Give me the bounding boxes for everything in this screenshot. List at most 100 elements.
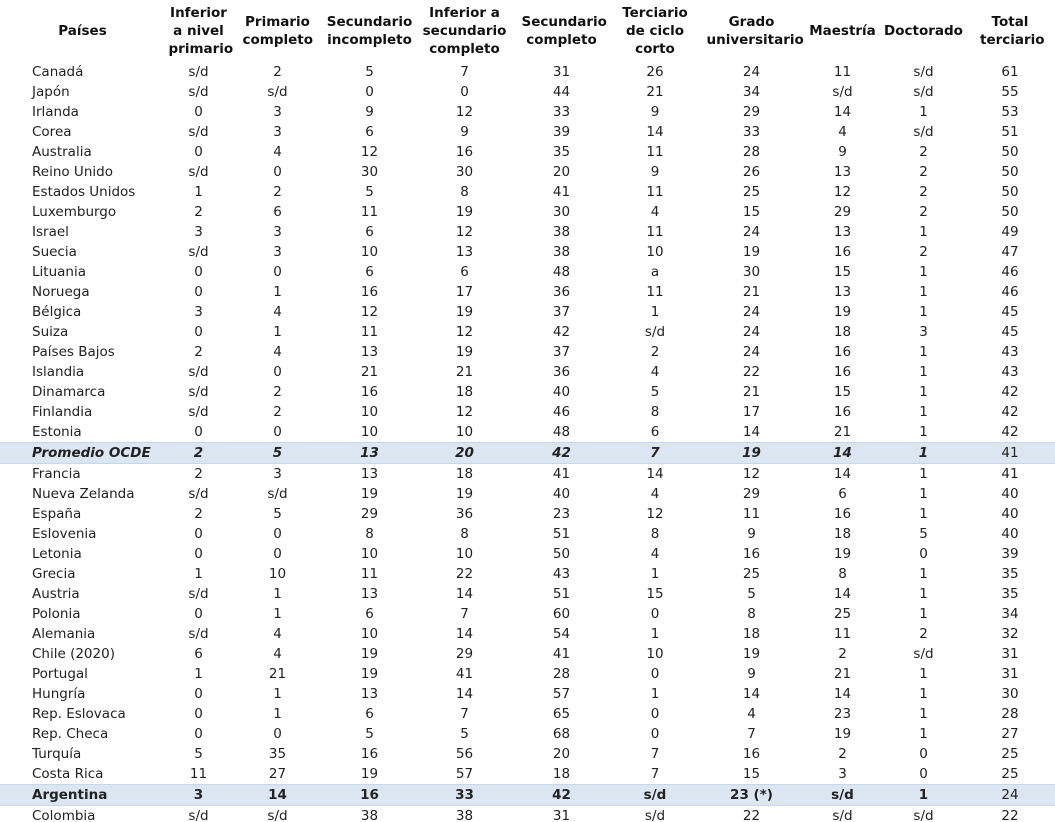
country-cell: Costa Rica [32, 766, 104, 782]
value-cell: 4 [747, 706, 756, 722]
table-row: Noruega 0 1 16 17 36 11 21 13 1 46 [0, 282, 1055, 302]
value-cell: 19 [360, 646, 379, 662]
value-cell: 1 [919, 404, 928, 420]
value-cell: 5 [365, 726, 374, 742]
value-cell: 1 [273, 284, 282, 300]
value-cell: 5 [747, 586, 756, 602]
value-cell: 19 [360, 766, 379, 782]
table-row: Francia 2 3 13 18 41 14 12 14 1 41 [0, 464, 1055, 485]
table-row: Letonia 0 0 10 10 50 4 16 19 0 39 [0, 544, 1055, 564]
value-cell: 41 [1001, 466, 1019, 482]
value-cell: 6 [365, 706, 374, 722]
value-cell: 1 [919, 486, 928, 502]
column-header: Inferior a nivel primario [165, 0, 234, 62]
value-cell: 24 [742, 324, 761, 340]
value-cell: 24 [965, 784, 1055, 806]
value-cell: 3 [838, 766, 847, 782]
value-cell: 16 [323, 784, 416, 806]
value-cell: 0 [273, 546, 282, 562]
value-cell: 57 [455, 766, 474, 782]
country-cell: Reino Unido [32, 164, 113, 180]
value-cell: 7 [650, 766, 660, 782]
value-cell: 15 [742, 766, 761, 782]
value-cell: 42 [1001, 424, 1019, 440]
value-cell: 1 [919, 586, 928, 602]
value-cell: 1 [919, 666, 928, 682]
value-cell: 41 [965, 442, 1055, 464]
value-cell: 18 [552, 766, 571, 782]
value-cell: s/d [644, 808, 666, 822]
value-cell: 14 [646, 466, 664, 482]
value-cell: 0 [273, 526, 282, 542]
value-cell: 50 [1001, 204, 1019, 220]
table-row: Turquía 5 35 16 56 20 7 16 2 0 25 [0, 744, 1055, 764]
value-cell: 15 [833, 384, 852, 400]
value-cell: 6 [365, 224, 374, 240]
value-cell: 14 [232, 784, 323, 806]
value-cell: 2 [838, 746, 847, 762]
value-cell: 5 [273, 506, 282, 522]
value-cell: 3 [273, 244, 282, 260]
value-cell: 1 [919, 706, 928, 722]
value-cell: 0 [194, 706, 203, 722]
value-cell: 2 [194, 466, 203, 482]
column-header: Primario completo [232, 0, 323, 62]
country-cell: Hungría [32, 686, 86, 702]
value-cell: 39 [552, 124, 571, 140]
column-header: Secundario incompleto [323, 0, 416, 62]
value-cell: 23 [833, 706, 852, 722]
value-cell: 1 [919, 364, 928, 380]
value-cell: 2 [273, 404, 282, 420]
value-cell: 1 [650, 304, 660, 320]
value-cell: 11 [360, 204, 379, 220]
value-cell: 14 [646, 124, 664, 140]
value-cell: 7 [460, 64, 469, 80]
value-cell: 10 [360, 424, 379, 440]
value-cell: 14 [803, 442, 882, 464]
value-cell: 8 [650, 404, 660, 420]
value-cell: 2 [919, 164, 928, 180]
value-cell: s/d [188, 64, 209, 80]
value-cell: 13 [833, 284, 852, 300]
table-row: Estonia 0 0 10 10 48 6 14 21 1 42 [0, 422, 1055, 443]
value-cell: 30 [360, 164, 379, 180]
value-cell: 16 [833, 344, 852, 360]
value-cell: 2 [919, 244, 928, 260]
value-cell: 8 [460, 526, 469, 542]
value-cell: 25 [742, 566, 761, 582]
value-cell: 1 [919, 466, 928, 482]
value-cell: 16 [742, 546, 761, 562]
value-cell: 37 [552, 304, 571, 320]
value-cell: 21 [268, 666, 287, 682]
table-row: Alemania s/d 4 10 14 54 1 18 11 2 32 [0, 624, 1055, 644]
value-cell: 2 [194, 204, 203, 220]
table-row: Hungría 0 1 13 14 57 1 14 14 1 30 [0, 684, 1055, 704]
value-cell: 13 [360, 586, 379, 602]
value-cell: 19 [455, 304, 474, 320]
value-cell: 45 [1001, 304, 1019, 320]
header-text: Inferior a nivel primario [168, 5, 234, 57]
country-cell: España [32, 506, 82, 522]
country-cell: Irlanda [32, 104, 79, 120]
value-cell: 0 [650, 666, 660, 682]
value-cell: 0 [273, 264, 282, 280]
table-row: Nueva Zelanda s/d s/d 19 19 40 4 29 6 1 40 [0, 484, 1055, 504]
value-cell: 28 [552, 666, 571, 682]
value-cell: 30 [455, 164, 474, 180]
value-cell: 2 [273, 184, 282, 200]
table-row: Eslovenia 0 0 8 8 51 8 9 18 5 40 [0, 524, 1055, 544]
value-cell: 0 [650, 606, 660, 622]
value-cell: 12 [360, 304, 379, 320]
value-cell: 0 [194, 144, 203, 160]
value-cell: 19 [360, 486, 379, 502]
value-cell: 19 [833, 546, 852, 562]
table-row: Irlanda 0 3 9 12 33 9 29 14 1 53 [0, 102, 1055, 122]
value-cell: s/d [267, 84, 288, 100]
value-cell: 6 [365, 124, 374, 140]
value-cell: 1 [919, 606, 928, 622]
value-cell: 12 [360, 144, 379, 160]
column-header: Total terciario [965, 0, 1055, 62]
table-row: Austria s/d 1 13 14 51 15 5 14 1 35 [0, 584, 1055, 604]
value-cell: 43 [552, 566, 571, 582]
value-cell: 38 [552, 224, 571, 240]
